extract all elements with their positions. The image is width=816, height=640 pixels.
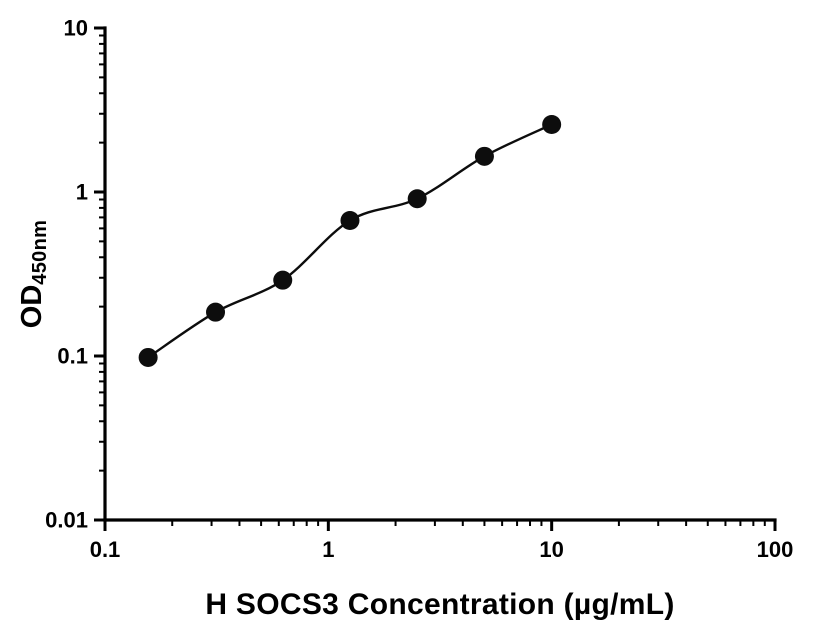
y-tick-label: 0.1	[57, 344, 88, 369]
y-axis-title-main: OD	[16, 284, 48, 329]
data-point	[542, 114, 562, 134]
x-tick-label: 100	[757, 537, 794, 562]
x-tick-label: 0.1	[90, 537, 121, 562]
data-point	[138, 347, 158, 367]
data-point	[206, 302, 226, 322]
y-axis-title-subscript: 450nm	[29, 219, 51, 285]
y-tick-label: 10	[64, 16, 88, 41]
data-point	[340, 211, 360, 231]
x-axis-title: H SOCS3 Concentration (µg/mL)	[205, 588, 675, 621]
data-point	[474, 146, 494, 166]
x-tick-label: 10	[539, 537, 563, 562]
x-tick-label: 1	[322, 537, 334, 562]
y-tick-label: 1	[76, 180, 88, 205]
y-axis-title: OD450nm	[16, 220, 52, 328]
data-point	[407, 189, 427, 209]
y-tick-label: 0.01	[45, 508, 88, 533]
data-point	[273, 270, 293, 290]
